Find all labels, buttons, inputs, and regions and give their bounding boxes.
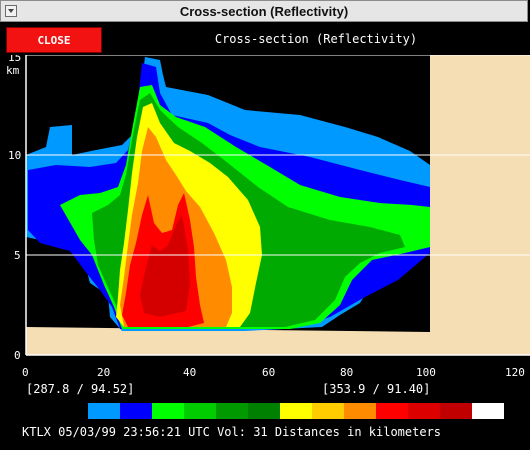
legend-swatch-8 <box>312 403 344 419</box>
legend-swatch-2 <box>120 403 152 419</box>
legend-swatch-6 <box>248 403 280 419</box>
color-legend <box>88 403 504 419</box>
legend-swatch-4 <box>184 403 216 419</box>
ground-strip <box>26 327 430 355</box>
y-tick-label-0: 0 <box>14 349 21 362</box>
x-tick-label-100: 100 <box>416 366 436 379</box>
close-button[interactable]: CLOSE <box>6 27 102 53</box>
no-data-region <box>430 55 530 355</box>
window-titlebar[interactable]: Cross-section (Reflectivity) <box>0 0 528 22</box>
toolbar: CLOSE Cross-section (Reflectivity) <box>0 22 530 55</box>
legend-swatch-11 <box>408 403 440 419</box>
window-title: Cross-section (Reflectivity) <box>179 4 349 19</box>
x-tick-label-60: 60 <box>262 366 275 379</box>
legend-swatch-7 <box>280 403 312 419</box>
legend-swatch-10 <box>376 403 408 419</box>
y-tick-label-15: 15 <box>8 55 21 64</box>
x-tick-label-20: 20 <box>97 366 110 379</box>
status-bar: KTLX 05/03/99 23:56:21 UTC Vol: 31 Dista… <box>22 425 442 439</box>
legend-swatch-5 <box>216 403 248 419</box>
y-axis-unit: km <box>6 64 20 77</box>
legend-swatch-13 <box>472 403 504 419</box>
legend-swatch-1 <box>88 403 120 419</box>
x-tick-label-120: 120 <box>505 366 525 379</box>
y-tick-label-5: 5 <box>14 249 21 262</box>
end-coordinates: [353.9 / 91.40] <box>322 382 431 396</box>
legend-swatch-9 <box>344 403 376 419</box>
x-tick-label-0: 0 <box>22 366 29 379</box>
reflectivity-cross-section[interactable]: 15 km 10 5 0 0 20 40 60 80 100 120 <box>0 55 530 380</box>
echo-region-dark-red <box>140 215 190 317</box>
x-tick-label-40: 40 <box>183 366 196 379</box>
x-tick-label-80: 80 <box>340 366 353 379</box>
panel-title: Cross-section (Reflectivity) <box>214 32 418 46</box>
legend-swatch-3 <box>152 403 184 419</box>
legend-swatch-12 <box>440 403 472 419</box>
cross-section-plot[interactable]: 15 km 10 5 0 0 20 40 60 80 100 120 <box>0 55 530 379</box>
window-menu-icon[interactable] <box>5 5 17 17</box>
y-tick-label-10: 10 <box>8 149 21 162</box>
start-coordinates: [287.8 / 94.52] <box>26 382 135 396</box>
